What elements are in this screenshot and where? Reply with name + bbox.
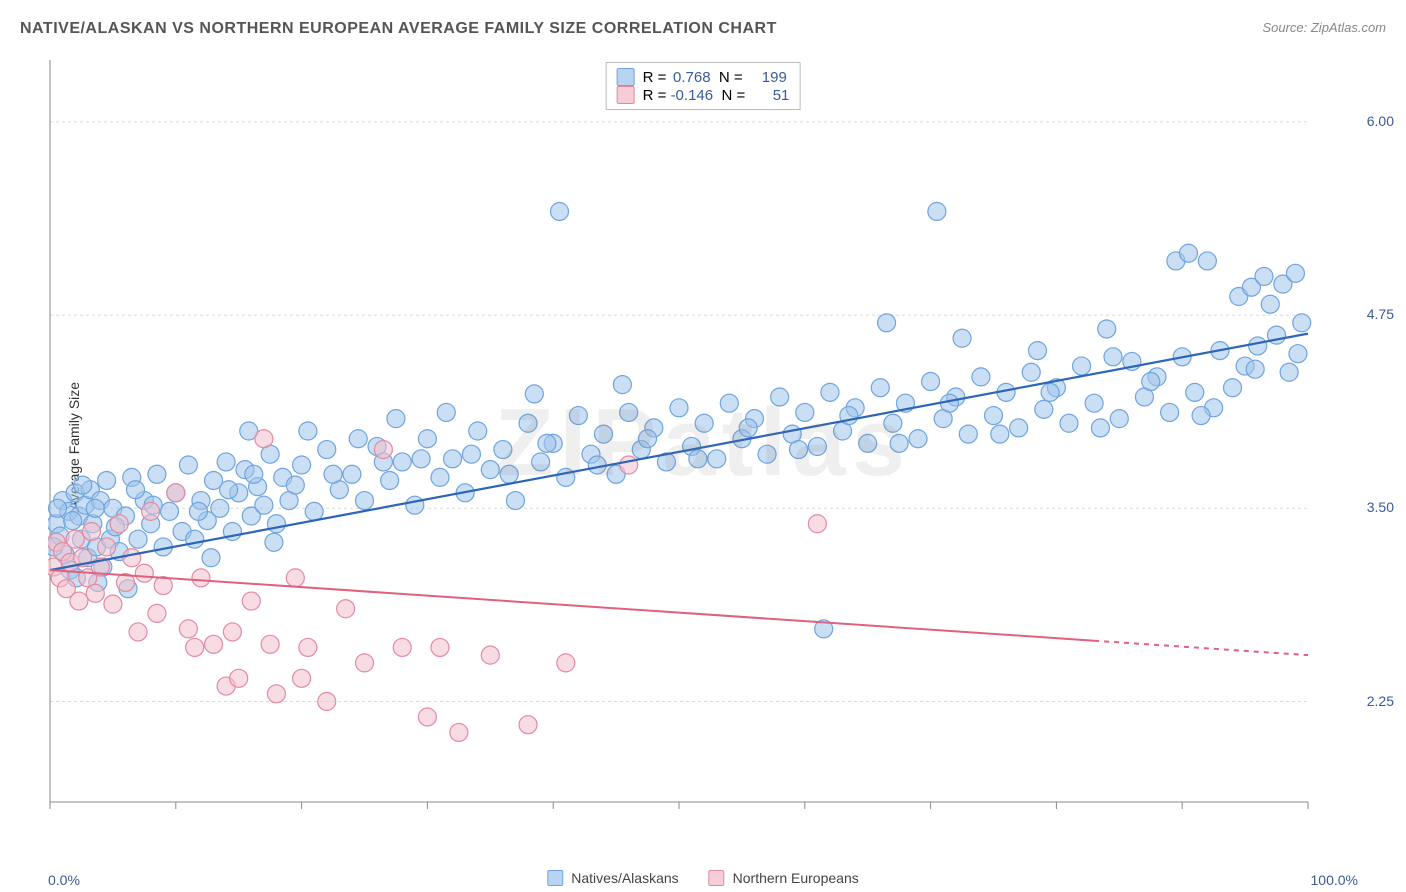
stat-r-value: -0.146 [671, 87, 714, 104]
chart-svg [48, 58, 1358, 828]
x-axis-min-label: 0.0% [48, 872, 80, 888]
ytick-label: 3.50 [1344, 499, 1394, 515]
stats-swatch-icon [617, 68, 635, 86]
stat-label: R = -0.146 N = 51 [643, 87, 790, 104]
stats-row: R = 0.768 N = 199 [617, 68, 790, 86]
legend-label: Natives/Alaskans [571, 870, 678, 886]
legend-item: Northern Europeans [709, 870, 859, 886]
legend-item: Natives/Alaskans [547, 870, 678, 886]
ytick-label: 4.75 [1344, 306, 1394, 322]
stat-label: R = 0.768 N = 199 [643, 69, 787, 86]
stats-legend-box: R = 0.768 N = 199 R = -0.146 N = 51 [606, 62, 801, 110]
stat-n-value: 51 [749, 87, 789, 104]
legend-swatch-icon [709, 870, 725, 886]
chart-title: NATIVE/ALASKAN VS NORTHERN EUROPEAN AVER… [20, 20, 777, 38]
legend-swatch-icon [547, 870, 563, 886]
legend-label: Northern Europeans [733, 870, 859, 886]
plot-area: ZIPatlas [48, 58, 1358, 828]
source-label: Source: ZipAtlas.com [1262, 20, 1386, 35]
chart-container: NATIVE/ALASKAN VS NORTHERN EUROPEAN AVER… [0, 0, 1406, 892]
stat-r-value: 0.768 [671, 69, 711, 86]
ytick-label: 2.25 [1344, 693, 1394, 709]
x-axis-max-label: 100.0% [1311, 872, 1358, 888]
stat-n-value: 199 [747, 69, 787, 86]
ytick-label: 6.00 [1344, 113, 1394, 129]
stats-row: R = -0.146 N = 51 [617, 86, 790, 104]
legend-bottom: Natives/Alaskans Northern Europeans [547, 870, 858, 886]
stats-swatch-icon [617, 86, 635, 104]
